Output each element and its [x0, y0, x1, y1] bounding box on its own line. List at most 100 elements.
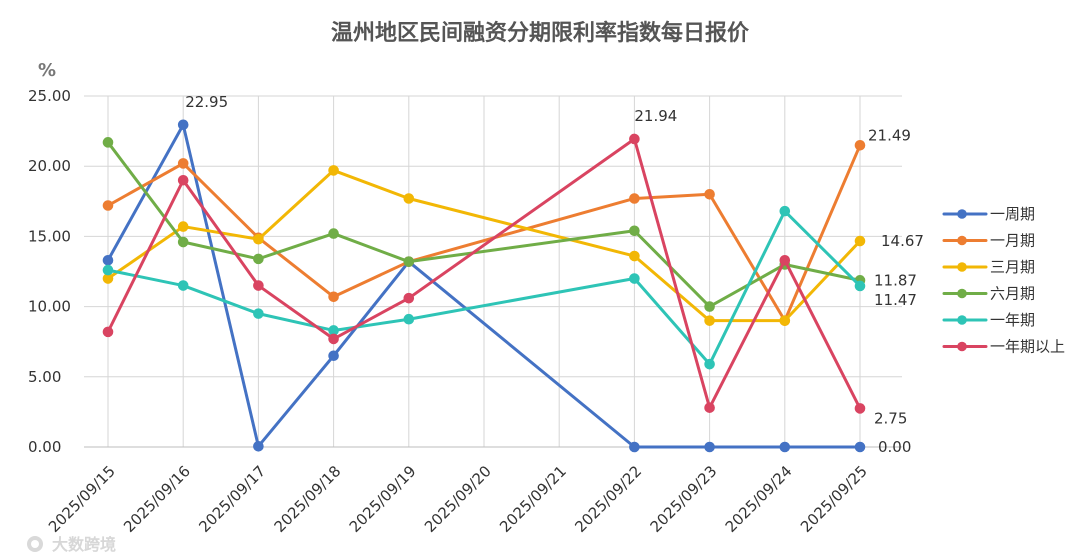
data-point	[854, 235, 866, 247]
y-axis-ticks: 0.00 5.00 10.00 15.00 20.00 25.00	[28, 87, 71, 456]
data-point	[177, 158, 189, 169]
data-point	[854, 441, 866, 453]
data-labels: 22.95 0.00 21.49 14.67 11.87 11.47 21.94 2.75	[185, 93, 924, 456]
data-point	[253, 253, 264, 265]
grid-lines	[84, 95, 902, 448]
y-tick-label: 25.00	[28, 87, 71, 105]
data-point	[629, 193, 640, 204]
x-tick-label: 2025/09/22	[571, 462, 645, 536]
data-point	[328, 333, 339, 345]
data-point	[629, 133, 640, 145]
series-3	[102, 137, 866, 312]
legend-label: 三月期	[990, 258, 1035, 276]
data-point	[704, 441, 715, 453]
data-point	[177, 236, 189, 248]
data-point	[629, 250, 640, 262]
data-label: 21.94	[634, 107, 677, 125]
data-label: 0.00	[878, 438, 911, 456]
data-point	[328, 165, 339, 176]
x-tick-label: 2025/09/23	[647, 462, 721, 536]
data-point	[629, 225, 640, 237]
data-point	[779, 441, 791, 453]
legend-item: 一年期	[942, 311, 1035, 329]
data-label: 14.67	[881, 232, 924, 250]
watermark: 大数跨境	[27, 535, 116, 554]
legend-item: 一月期	[942, 232, 1035, 250]
data-point	[629, 441, 640, 453]
y-tick-label: 20.00	[28, 157, 71, 175]
x-tick-label: 2025/09/20	[421, 462, 495, 536]
legend-item: 六月期	[942, 285, 1035, 303]
data-point	[704, 402, 715, 413]
data-point	[253, 440, 264, 452]
data-point	[779, 254, 791, 266]
data-point	[403, 193, 415, 204]
watermark-text: 大数跨境	[52, 535, 116, 554]
data-point	[328, 350, 339, 362]
x-axis-ticks: 2025/09/15 2025/09/16 2025/09/17 2025/09/18…	[45, 462, 871, 536]
data-label: 11.47	[874, 291, 917, 309]
data-point	[102, 254, 114, 266]
y-axis-unit-label: %	[38, 60, 56, 81]
data-point	[177, 174, 189, 186]
data-label: 21.49	[868, 126, 911, 144]
data-point	[328, 228, 339, 239]
legend-marker	[957, 209, 967, 219]
legend-label: 一年期	[990, 311, 1035, 329]
legend-marker	[957, 262, 967, 272]
data-point	[704, 315, 715, 326]
x-tick-label: 2025/09/16	[120, 462, 194, 536]
data-point	[403, 292, 415, 304]
legend-label: 一月期	[990, 232, 1035, 250]
data-point	[102, 137, 114, 148]
y-tick-label: 15.00	[28, 227, 71, 245]
data-point	[779, 205, 791, 217]
data-point	[629, 273, 640, 284]
data-point	[253, 308, 264, 319]
data-point	[328, 291, 339, 303]
data-label: 2.75	[874, 409, 907, 427]
x-tick-label: 2025/09/18	[271, 462, 345, 536]
x-tick-label: 2025/09/24	[722, 462, 796, 536]
data-label: 11.87	[874, 271, 917, 289]
data-point	[779, 315, 791, 326]
x-tick-label: 2025/09/19	[346, 462, 420, 536]
x-tick-label: 2025/09/21	[496, 462, 570, 536]
series-lines	[102, 119, 866, 453]
y-tick-label: 5.00	[28, 368, 61, 386]
data-point	[704, 301, 715, 312]
series-2	[102, 165, 866, 326]
legend-item: 一年期以上	[942, 338, 1065, 356]
x-tick-label: 2025/09/25	[797, 462, 871, 536]
data-point	[102, 200, 114, 211]
data-point	[102, 326, 114, 338]
legend-label: 六月期	[990, 285, 1035, 303]
legend-item: 一周期	[942, 205, 1035, 223]
data-label: 22.95	[185, 93, 228, 111]
data-point	[253, 233, 264, 245]
data-point	[854, 280, 866, 292]
data-point	[177, 221, 189, 232]
data-point	[102, 264, 114, 276]
data-point	[704, 188, 715, 200]
data-point	[177, 280, 189, 291]
series-5	[102, 133, 866, 414]
series-4	[102, 205, 866, 370]
x-tick-label: 2025/09/15	[45, 462, 119, 536]
legend-marker	[957, 315, 967, 325]
legend-label: 一周期	[990, 205, 1035, 223]
data-point	[403, 313, 415, 325]
y-tick-label: 10.00	[28, 298, 71, 316]
data-point	[854, 139, 866, 151]
data-point	[403, 256, 415, 267]
legend-marker	[957, 341, 967, 352]
legend-marker	[957, 288, 967, 299]
data-point	[253, 280, 264, 291]
x-tick-label: 2025/09/17	[195, 462, 269, 536]
data-point	[854, 403, 866, 414]
legend-item: 三月期	[942, 258, 1035, 276]
chart-title: 温州地区民间融资分期限利率指数每日报价	[331, 20, 750, 46]
